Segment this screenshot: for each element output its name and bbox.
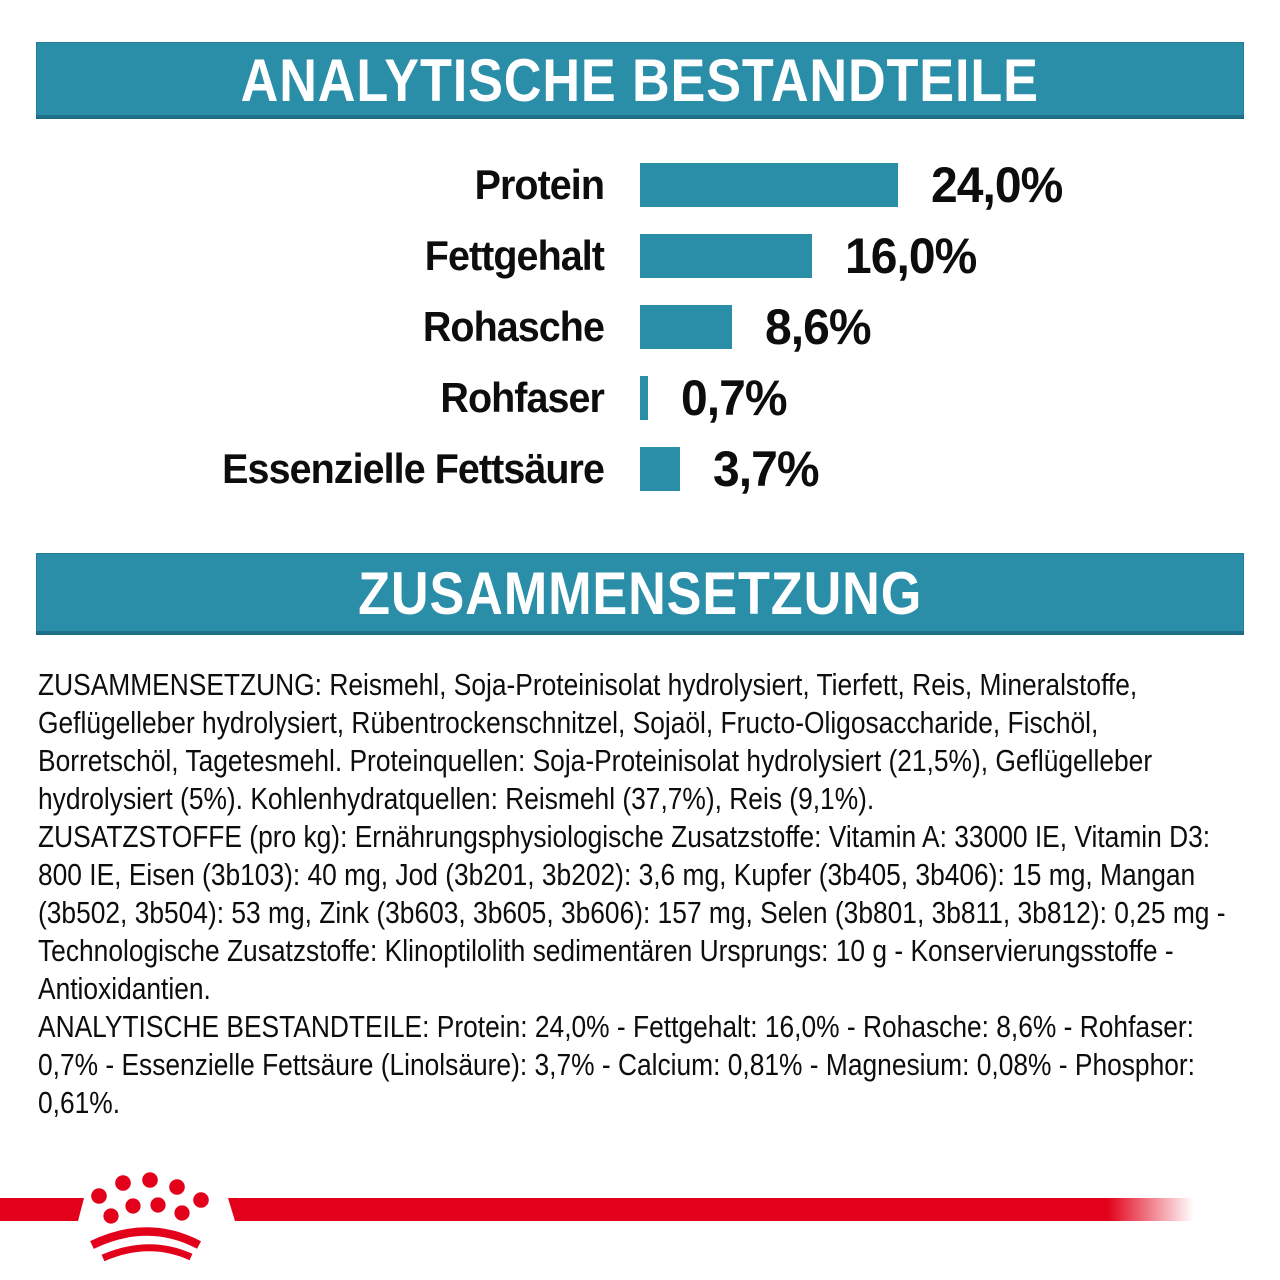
chart-row: Fettgehalt 16,0% bbox=[0, 220, 1280, 291]
analytical-constituents-chart: Protein 24,0% Fettgehalt 16,0% Rohasche 8,6% R… bbox=[0, 149, 1280, 504]
chart-category-label: Essenzielle Fettsäure bbox=[222, 444, 605, 492]
chart-bar bbox=[640, 304, 733, 349]
chart-value-label: 0,7% bbox=[680, 369, 788, 426]
chart-value-label: 16,0% bbox=[845, 227, 977, 284]
chart-category-label: Rohfaser bbox=[440, 373, 605, 421]
chart-bar bbox=[640, 162, 898, 207]
chart-value-label: 8,6% bbox=[765, 298, 872, 355]
chart-row: Essenzielle Fettsäure 3,7% bbox=[0, 433, 1280, 504]
analytical-constituents-banner: ANALYTISCHE BESTANDTEILE bbox=[36, 42, 1244, 119]
chart-category-label: Fettgehalt bbox=[424, 231, 605, 279]
analytical-constituents-title: ANALYTISCHE BESTANDTEILE bbox=[240, 46, 1040, 114]
composition-details-text: ZUSAMMENSETZUNG: Reismehl, Soja-Proteini… bbox=[38, 666, 1243, 1122]
chart-category-label: Rohasche bbox=[422, 302, 605, 350]
composition-banner: ZUSAMMENSETZUNG bbox=[36, 553, 1244, 635]
composition-title: ZUSAMMENSETZUNG bbox=[357, 560, 923, 627]
additives-paragraph: ZUSATZSTOFFE (pro kg): Ernährungsphysiol… bbox=[38, 819, 1226, 1006]
chart-row: Protein 24,0% bbox=[0, 149, 1280, 220]
chart-bar bbox=[640, 233, 812, 278]
royal-canin-crown-icon bbox=[90, 1172, 209, 1262]
analytical-summary-paragraph: ANALYTISCHE BESTANDTEILE: Protein: 24,0%… bbox=[38, 1009, 1195, 1120]
footer-stripe-right bbox=[228, 1198, 1194, 1221]
chart-row: Rohasche 8,6% bbox=[0, 291, 1280, 362]
footer-stripe-left bbox=[0, 1198, 84, 1221]
chart-bar bbox=[640, 375, 648, 420]
composition-paragraph: ZUSAMMENSETZUNG: Reismehl, Soja-Proteini… bbox=[38, 667, 1153, 816]
chart-category-label: Protein bbox=[474, 160, 605, 208]
chart-bar bbox=[640, 446, 680, 491]
chart-value-label: 3,7% bbox=[712, 440, 820, 497]
chart-value-label: 24,0% bbox=[931, 156, 1063, 213]
chart-row: Rohfaser 0,7% bbox=[0, 362, 1280, 433]
